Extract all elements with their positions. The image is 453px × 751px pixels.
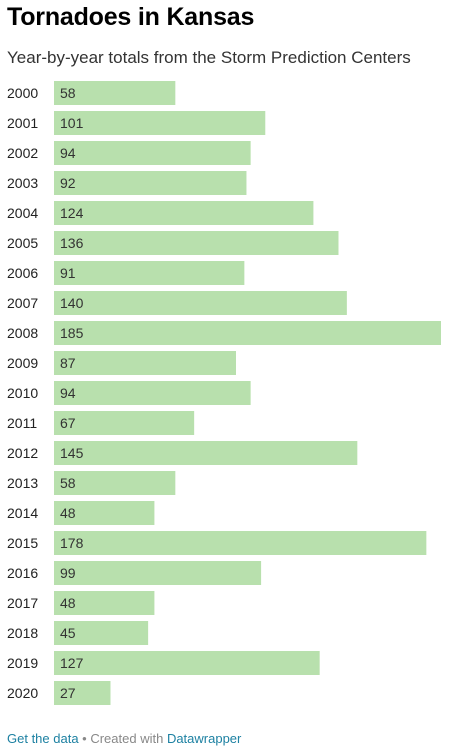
value-label: 185: [60, 325, 84, 341]
value-label: 45: [60, 625, 76, 641]
year-label: 2005: [7, 235, 38, 251]
bar-2002: [54, 141, 251, 165]
bar-2012: [54, 441, 358, 465]
year-label: 2000: [7, 85, 38, 101]
value-label: 94: [60, 385, 76, 401]
value-label: 140: [60, 295, 84, 311]
value-label: 27: [60, 685, 76, 701]
year-label: 2008: [7, 325, 38, 341]
value-label: 67: [60, 415, 76, 431]
value-label: 124: [60, 205, 84, 221]
get-the-data-link[interactable]: Get the data: [7, 731, 79, 746]
year-label: 2020: [7, 685, 38, 701]
value-label: 178: [60, 535, 84, 551]
year-label: 2017: [7, 595, 38, 611]
year-label: 2012: [7, 445, 38, 461]
bar-2005: [54, 231, 339, 255]
bar-chart: 2000 58 2001 101 2002 94 2003 92 2004 124 2005 136 2…: [7, 81, 441, 705]
bar-2001: [54, 111, 266, 135]
bar-2017: [54, 591, 155, 615]
chart-subtitle: Year-by-year totals from the Storm Predi…: [7, 48, 411, 67]
year-label: 2018: [7, 625, 38, 641]
year-label: 2003: [7, 175, 38, 191]
year-label: 2015: [7, 535, 38, 551]
bar-2009: [54, 351, 236, 375]
bar-2020: [54, 681, 111, 705]
year-label: 2006: [7, 265, 38, 281]
value-label: 127: [60, 655, 84, 671]
bar-2007: [54, 291, 347, 315]
chart-title: Tornadoes in Kansas: [7, 3, 255, 31]
bar-2013: [54, 471, 176, 495]
year-label: 2001: [7, 115, 38, 131]
bar-2004: [54, 201, 314, 225]
datawrapper-link[interactable]: Datawrapper: [166, 731, 242, 746]
value-label: 48: [60, 595, 76, 611]
year-label: 2016: [7, 565, 38, 581]
value-label: 136: [60, 235, 84, 251]
year-label: 2019: [7, 655, 38, 671]
year-label: 2007: [7, 295, 38, 311]
footer: Get the data • Created with Datawrapper: [7, 731, 241, 746]
bar-2003: [54, 171, 247, 195]
bar-2019: [54, 651, 320, 675]
year-label: 2004: [7, 205, 38, 221]
year-label: 2014: [7, 505, 38, 521]
bar-2006: [54, 261, 245, 285]
value-label: 58: [60, 475, 76, 491]
year-label: 2010: [7, 385, 38, 401]
bar-2018: [54, 621, 149, 645]
year-label: 2011: [7, 415, 37, 431]
footer-separator: • Created with: [78, 731, 167, 746]
value-label: 92: [60, 175, 76, 191]
year-label: 2002: [7, 145, 38, 161]
value-label: 87: [60, 355, 76, 371]
value-label: 145: [60, 445, 84, 461]
bar-2011: [54, 411, 195, 435]
value-label: 48: [60, 505, 76, 521]
value-label: 91: [60, 265, 76, 281]
value-label: 94: [60, 145, 76, 161]
bar-2016: [54, 561, 262, 585]
year-label: 2013: [7, 475, 38, 491]
bar-2014: [54, 501, 155, 525]
value-label: 99: [60, 565, 76, 581]
bar-2010: [54, 381, 251, 405]
value-label: 101: [60, 115, 84, 131]
bar-2000: [54, 81, 176, 105]
year-label: 2009: [7, 355, 38, 371]
bar-2008: [54, 321, 441, 345]
bar-2015: [54, 531, 427, 555]
value-label: 58: [60, 85, 76, 101]
